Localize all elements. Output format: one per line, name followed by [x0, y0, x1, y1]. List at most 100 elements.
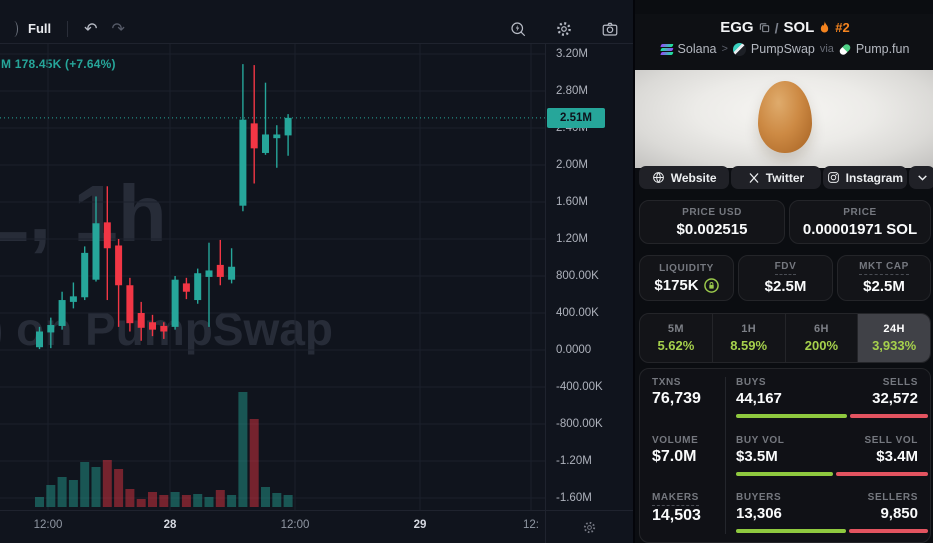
gear-icon: [583, 521, 596, 533]
chain-link[interactable]: Solana: [677, 42, 717, 56]
undo-icon[interactable]: ↶: [80, 17, 101, 41]
stat-pair-right-label: SELLERS: [867, 492, 918, 503]
candlestick-chart-canvas[interactable]: [0, 44, 545, 510]
ratio-bar-green: [736, 414, 847, 418]
token-breadcrumb: Solana > PumpSwap via Pump.fun: [635, 42, 933, 56]
candle-body: [160, 325, 168, 332]
social-links-row: Website Twitter Instagram: [639, 166, 933, 189]
time-axis[interactable]: 12:00 28 12:00 29 12:: [0, 510, 545, 543]
txns-value: 76,739: [652, 390, 701, 407]
candle-body: [47, 325, 55, 333]
stat-pair-left-label: BUYS: [736, 377, 767, 388]
candle-body: [81, 252, 89, 298]
timeframe-tab-6h[interactable]: 6H 200%: [786, 314, 859, 362]
flame-icon: [821, 21, 829, 33]
egg-image: [758, 81, 812, 153]
candle-body: [92, 223, 100, 280]
fdv-card: FDV $2.5M: [738, 255, 833, 301]
timeframe-label: 6H: [813, 323, 829, 335]
price-axis[interactable]: 3.20M 2.80M 2.40M 2.00M 1.60M 1.20M 800.00K 400…: [545, 44, 633, 510]
timeframe-change-value: 200%: [804, 338, 838, 353]
more-links-chevron-button[interactable]: [909, 166, 933, 189]
volume-bar: [46, 485, 56, 507]
time-axis-tick: 29: [413, 519, 427, 531]
volume-bar: [148, 492, 157, 507]
timeframe-tab-24h[interactable]: 24H 3,933%: [858, 314, 930, 362]
token-info-panel: EGG / SOL #2 Solana > PumpSwap via Pu: [633, 0, 933, 543]
instagram-link-button[interactable]: Instagram: [822, 166, 907, 189]
txns-label: TXNS: [652, 377, 682, 388]
candle-body: [273, 134, 281, 139]
twitter-link-button[interactable]: Twitter: [731, 166, 821, 189]
buy-sell-ratio-bar: [736, 472, 928, 476]
timeframe-change-value: 3,933%: [872, 338, 917, 353]
candle-body: [126, 285, 134, 324]
timeframe-label: 24H: [883, 323, 905, 335]
price-axis-tick: -1.20M: [556, 455, 592, 467]
timeframe-change-value: 8.59%: [730, 338, 768, 353]
instagram-icon: [827, 171, 840, 184]
stat-pair-right-value: 9,850: [880, 505, 918, 522]
stat-pair-right-value: 32,572: [872, 390, 918, 407]
volume-bar: [272, 493, 282, 507]
chart-settings-gear-icon[interactable]: [551, 17, 577, 41]
candle-body: [216, 264, 224, 277]
timeframe-label: 5M: [667, 323, 684, 335]
price-axis-tick: 1.60M: [556, 196, 588, 208]
stat-pair-left-label: BUYERS: [736, 492, 782, 503]
launchpad-link[interactable]: Pump.fun: [855, 42, 910, 56]
volume-bar: [181, 495, 191, 507]
timeframe-label: 1H: [741, 323, 757, 335]
link-label: Website: [670, 170, 717, 185]
volume-bar: [159, 495, 169, 507]
time-axis-tick: 12:00: [33, 519, 63, 531]
ratio-bar-green: [736, 472, 834, 476]
volume-bar: [227, 495, 237, 507]
volume-bar: [283, 495, 293, 507]
price-axis-tick: 2.00M: [556, 159, 588, 171]
ohlc-legend: M 178.45K (+7.64%): [1, 57, 116, 71]
quick-search-icon[interactable]: [505, 17, 531, 41]
link-label: Twitter: [765, 170, 805, 185]
time-axis-tick: 12:: [523, 519, 539, 531]
buy-sell-ratio-bar: [736, 529, 928, 533]
candle-body: [149, 322, 156, 330]
snapshot-camera-icon[interactable]: [597, 17, 623, 41]
volume-bar: [114, 469, 124, 507]
price-axis-tick: 1.20M: [556, 233, 588, 245]
time-axis-tick: 28: [163, 519, 177, 531]
website-link-button[interactable]: Website: [639, 166, 730, 189]
mktcap-label[interactable]: MKT CAP: [859, 261, 909, 275]
price-axis-tick: 800.00K: [556, 270, 599, 282]
stat-pair-left-value: 13,306: [736, 505, 782, 522]
fdv-label[interactable]: FDV: [774, 261, 797, 275]
price-axis-tick: 3.20M: [556, 48, 588, 60]
makers-value: 14,503: [652, 507, 701, 524]
timeframe-tab-5m[interactable]: 5M 5.62%: [640, 314, 713, 362]
token-pair-title: EGG / SOL #2: [635, 19, 933, 36]
price-usd-value: $0.002515: [676, 220, 748, 238]
ratio-bar-green: [736, 529, 847, 533]
makers-label[interactable]: MAKERS: [652, 492, 699, 506]
copy-icon[interactable]: [759, 22, 770, 33]
volume-bar: [102, 460, 112, 507]
timeframe-tab-1h[interactable]: 1H 8.59%: [713, 314, 786, 362]
liquidity-label: LIQUIDITY: [659, 262, 714, 274]
candle-body: [58, 300, 66, 326]
timeframe-selector: 5M 5.62% 1H 8.59% 6H 200% 24H 3,933%: [639, 313, 931, 363]
stat-pair-left-value: $3.5M: [736, 448, 778, 465]
x-icon: [748, 172, 760, 184]
ratio-bar-red: [836, 472, 928, 476]
timeframe-change-value: 5.62%: [657, 338, 695, 353]
price-native-label: PRICE: [843, 206, 877, 218]
dex-link[interactable]: PumpSwap: [750, 42, 815, 56]
axis-settings-corner[interactable]: [545, 510, 633, 543]
fullscreen-button[interactable]: Full: [24, 17, 55, 41]
stats-divider: [725, 377, 726, 534]
candle-body: [205, 270, 213, 277]
token-banner: [635, 70, 933, 168]
redo-icon[interactable]: ↷: [108, 17, 129, 41]
time-axis-tick: 12:00: [280, 519, 310, 531]
candle-body: [137, 313, 145, 328]
pumpfun-icon: [838, 42, 852, 56]
